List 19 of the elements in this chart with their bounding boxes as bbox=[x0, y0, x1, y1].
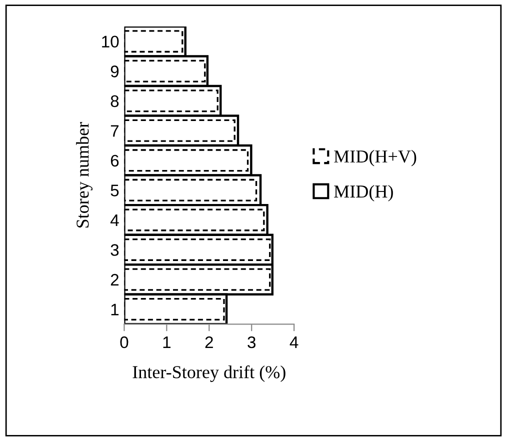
y-tick-label: 7 bbox=[110, 125, 119, 137]
y-tick-label: 5 bbox=[110, 184, 119, 196]
y-tick-label: 9 bbox=[110, 66, 119, 78]
y-tick-label: 10 bbox=[102, 36, 119, 48]
legend-label: MID(H) bbox=[334, 184, 393, 202]
y-tick-label: 1 bbox=[111, 304, 119, 316]
y-tick-label: 2 bbox=[110, 274, 119, 286]
y-axis-title: Storey number bbox=[76, 122, 92, 228]
x-tick-label: 1 bbox=[163, 336, 170, 348]
x-axis-title: Inter-Storey drift (%) bbox=[132, 365, 286, 382]
legend-label: MID(H+V) bbox=[334, 150, 416, 166]
x-tick-label: 4 bbox=[290, 336, 298, 348]
y-tick-label: 8 bbox=[110, 95, 119, 108]
x-tick-label: 3 bbox=[248, 336, 256, 348]
y-tick-label: 6 bbox=[110, 154, 119, 167]
x-tick-label: 0 bbox=[120, 336, 128, 348]
y-tick-label: 4 bbox=[110, 214, 119, 226]
y-tick-label: 3 bbox=[110, 244, 119, 256]
x-tick-label: 2 bbox=[205, 336, 213, 348]
